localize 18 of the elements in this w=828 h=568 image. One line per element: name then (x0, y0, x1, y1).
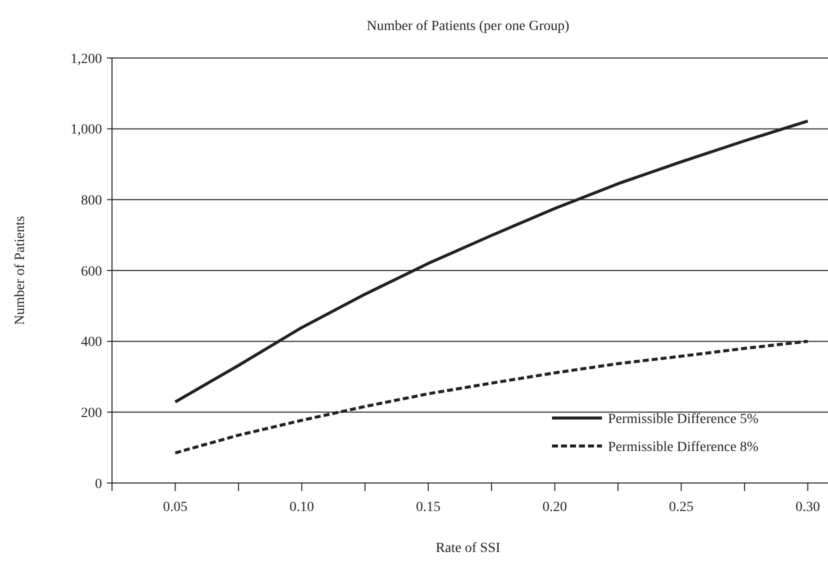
y-axis-title: Number of Patients (13, 216, 28, 325)
legend-label: Permissible Difference 8% (608, 440, 759, 455)
x-tick-label: 0.20 (542, 500, 568, 515)
legend-label: Permissible Difference 5% (608, 412, 759, 427)
y-tick-label: 600 (81, 264, 102, 280)
x-tick-label: 0.15 (416, 500, 441, 515)
x-tick-label: 0.10 (290, 500, 314, 515)
x-axis-title: Rate of SSI (436, 541, 501, 556)
y-tick-label: 1,200 (70, 52, 102, 67)
x-tick-label: 0.30 (796, 500, 820, 515)
chart-title: Number of Patients (per one Group) (366, 19, 570, 34)
y-tick-label: 1,000 (70, 122, 102, 138)
text: 0.05 (163, 500, 188, 515)
y-tick-label: 200 (81, 406, 102, 422)
y-tick-label: 400 (81, 335, 102, 350)
y-tick-label: 800 (81, 194, 102, 209)
x-tick-label: 0.25 (669, 500, 694, 515)
y-tick-label: 0 (95, 476, 102, 492)
